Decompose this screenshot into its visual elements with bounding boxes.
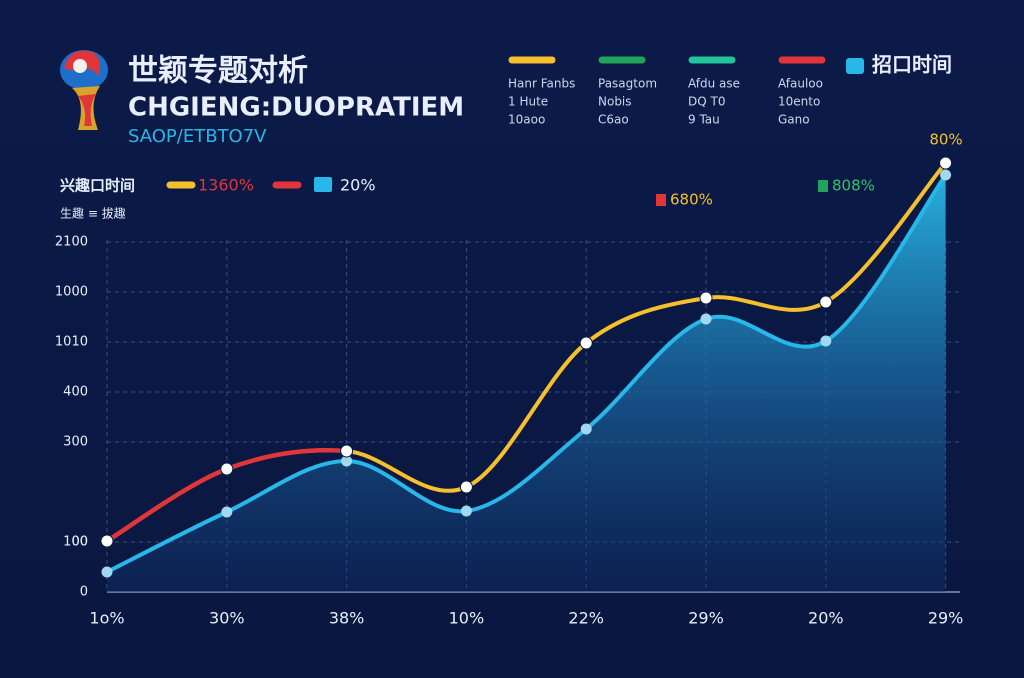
y-tick-label: 1010 (55, 335, 88, 350)
logo (60, 50, 108, 130)
annotation: 80% (929, 131, 962, 149)
marker (341, 455, 353, 467)
x-tick-label: 30% (209, 609, 245, 628)
marker (819, 295, 833, 309)
marker (940, 169, 952, 181)
y-tick-label: 00 (71, 535, 88, 550)
legend-text: 9 Tau (688, 113, 720, 127)
legend-text: C6ao (598, 113, 629, 127)
x-tick-label: 22% (568, 609, 604, 628)
legend-swatch (314, 177, 332, 192)
line-highlight (105, 466, 228, 543)
subtitle: CHGIENG:DUOPRATIEM (128, 93, 464, 123)
legend-text: Pasagtom (598, 77, 657, 91)
title: 世颖专题对析 (128, 54, 308, 89)
legend-text: Gano (778, 113, 810, 127)
x-tick-label: 29% (928, 609, 964, 628)
legend-text: 1360% (198, 176, 254, 195)
caption: SAOP/ETBTO7V (128, 126, 267, 147)
legend-text: 1 Hute (508, 95, 548, 109)
legend-title: 兴趣口时间 (60, 177, 135, 195)
annotation: 680% (670, 191, 713, 209)
marker (700, 313, 712, 325)
legend-text: DQ T0 (688, 95, 725, 109)
marker (939, 156, 953, 170)
marker (460, 505, 472, 517)
legend-text: Afauloo (778, 77, 823, 91)
marker (820, 335, 832, 347)
marker (579, 336, 593, 350)
x-tick-label: 29% (688, 609, 724, 628)
x-tick-label: 20% (808, 609, 844, 628)
x-tick-label: 10% (449, 609, 485, 628)
marker (580, 423, 592, 435)
legend-text: 20% (340, 176, 376, 195)
annotation-marker (656, 194, 666, 206)
marker (459, 480, 473, 494)
legend-text: 10ento (778, 95, 820, 109)
y-tick-label: 0 (80, 585, 88, 600)
legend-text: 10aoo (508, 113, 545, 127)
legend-text: Afdu ase (688, 77, 740, 91)
x-tick-label: 1o% (89, 609, 124, 628)
legend-text: Nobis (598, 95, 632, 109)
y-tick-label: 100 (63, 535, 88, 550)
x-tick-label: 38% (329, 609, 365, 628)
y-tick-label: 400 (63, 385, 88, 400)
marker (340, 444, 354, 458)
marker (221, 506, 233, 518)
area (107, 175, 946, 592)
legend-note: 生趣 ≡ 拔趣 (60, 206, 126, 221)
legend-text: Hanr Fanbs (508, 77, 575, 91)
legend-text: 招口时间 (872, 53, 952, 77)
annotation: 808% (832, 177, 875, 195)
y-tick-label: 300 (63, 435, 88, 450)
y-tick-label: 2100 (55, 235, 88, 250)
line-highlight (226, 448, 347, 472)
marker (100, 534, 114, 548)
marker (101, 566, 113, 578)
marker (220, 462, 234, 476)
annotation-marker (818, 180, 828, 192)
legend-swatch (846, 58, 864, 74)
y-tick-label: 1000 (55, 285, 88, 300)
marker (699, 291, 713, 305)
